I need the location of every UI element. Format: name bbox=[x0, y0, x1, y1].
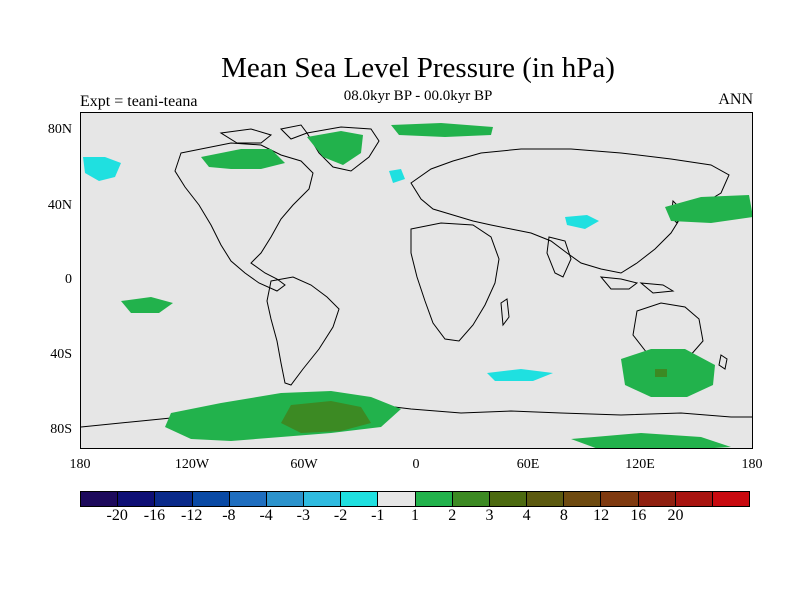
colorbar-label: 4 bbox=[522, 507, 531, 524]
colorbar-label: -8 bbox=[222, 507, 236, 524]
colorbar-label: -20 bbox=[106, 507, 128, 524]
colorbar-label: 1 bbox=[411, 507, 419, 524]
region-cyan-tibet bbox=[565, 215, 599, 229]
colorbar bbox=[80, 491, 750, 507]
colorbar-swatch bbox=[527, 492, 565, 506]
colorbar-swatch bbox=[192, 492, 230, 506]
lat-label-40s: 40S bbox=[50, 347, 72, 362]
region-cyan-northatlantic bbox=[389, 169, 405, 183]
region-cyan-alaska bbox=[83, 157, 121, 181]
region-green-arctic bbox=[391, 123, 493, 137]
colorbar-label: -1 bbox=[371, 507, 385, 524]
lon-label-120w: 120W bbox=[174, 457, 210, 472]
colorbar-swatch bbox=[564, 492, 602, 506]
region-darkgreen-antarctica bbox=[281, 401, 371, 433]
region-green-greenland bbox=[307, 131, 363, 165]
colorbar-label: -4 bbox=[259, 507, 273, 524]
region-darkgreen-australia bbox=[655, 369, 667, 377]
region-green-australia bbox=[621, 349, 715, 397]
colorbar-swatch bbox=[229, 492, 267, 506]
lon-label-0: 0 bbox=[412, 457, 420, 472]
experiment-label: Expt = teani-teana bbox=[80, 93, 198, 110]
lat-label-80n: 80N bbox=[47, 122, 72, 137]
lat-label-0: 0 bbox=[65, 272, 72, 287]
colorbar-swatch bbox=[712, 492, 750, 506]
colorbar-label: 8 bbox=[559, 507, 568, 524]
colorbar-label: -12 bbox=[180, 507, 203, 524]
lon-label-180w: 180 bbox=[69, 457, 91, 472]
colorbar-swatch bbox=[489, 492, 528, 506]
lon-label-120e: 120E bbox=[625, 457, 655, 472]
lon-label-60w: 60W bbox=[290, 457, 318, 472]
lon-label-60e: 60E bbox=[516, 457, 540, 472]
colorbar-swatch bbox=[601, 492, 639, 506]
colorbar-swatch bbox=[415, 492, 453, 506]
colorbar-swatch bbox=[675, 492, 713, 506]
colorbar-swatch bbox=[118, 492, 156, 506]
colorbar-swatch bbox=[266, 492, 305, 506]
colorbar-label: -16 bbox=[143, 507, 166, 524]
lat-label-40n: 40N bbox=[47, 198, 72, 213]
anomaly-regions bbox=[83, 123, 752, 448]
lat-label-80s: 80S bbox=[50, 422, 72, 437]
colorbar-swatch bbox=[155, 492, 193, 506]
colorbar-label: 3 bbox=[485, 507, 494, 524]
colorbar-label: 12 bbox=[593, 507, 610, 524]
colorbar-label: -3 bbox=[296, 507, 310, 524]
region-cyan-southernocean bbox=[487, 369, 553, 381]
region-green-canada bbox=[201, 149, 285, 169]
map-title: Mean Sea Level Pressure (in hPa) bbox=[221, 52, 615, 84]
colorbar-label: 2 bbox=[448, 507, 457, 524]
map-subtitle: 08.0kyr BP - 00.0kyr BP bbox=[343, 88, 493, 104]
colorbar-swatch bbox=[304, 492, 342, 506]
colorbar-swatch bbox=[341, 492, 379, 506]
colorbar-label: 16 bbox=[630, 507, 647, 524]
colorbar-swatch bbox=[638, 492, 676, 506]
colorbar-swatch bbox=[81, 492, 119, 506]
colorbar-swatch bbox=[378, 492, 416, 506]
region-green-southpole bbox=[571, 433, 731, 448]
lon-label-180e: 180 bbox=[741, 457, 763, 472]
colorbar-label: -2 bbox=[333, 507, 348, 524]
map-panel bbox=[80, 112, 753, 449]
season-label: ANN bbox=[718, 91, 753, 108]
colorbar-label: 20 bbox=[667, 507, 684, 524]
region-green-nwpacific bbox=[665, 195, 752, 223]
region-green-eqpacific bbox=[121, 297, 173, 313]
colorbar-swatch bbox=[452, 492, 490, 506]
